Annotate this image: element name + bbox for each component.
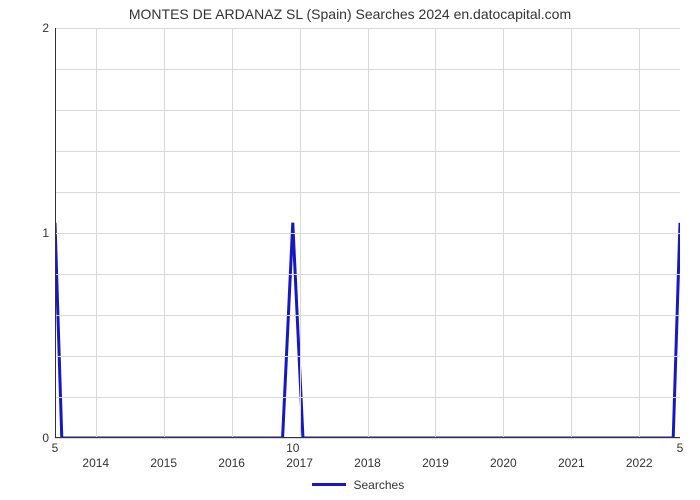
v-gridline <box>435 28 436 438</box>
point-label: 10 <box>278 441 308 455</box>
v-gridline <box>503 28 504 438</box>
x-axis-line <box>55 437 680 438</box>
x-tick-label: 2016 <box>207 456 257 470</box>
x-tick-label: 2018 <box>343 456 393 470</box>
point-label: 5 <box>40 441 70 455</box>
point-label: 5 <box>665 441 695 455</box>
v-gridline <box>368 28 369 438</box>
chart-title: MONTES DE ARDANAZ SL (Spain) Searches 20… <box>0 6 700 22</box>
x-tick-label: 2014 <box>71 456 121 470</box>
y-tick-label: 2 <box>19 21 49 35</box>
y-axis-line <box>55 28 56 438</box>
v-gridline <box>639 28 640 438</box>
v-gridline <box>571 28 572 438</box>
x-tick-label: 2019 <box>410 456 460 470</box>
h-gridline <box>55 438 680 439</box>
x-tick-label: 2021 <box>546 456 596 470</box>
v-gridline <box>164 28 165 438</box>
chart-container: MONTES DE ARDANAZ SL (Spain) Searches 20… <box>0 0 700 500</box>
x-tick-label: 2017 <box>275 456 325 470</box>
x-tick-label: 2020 <box>478 456 528 470</box>
x-tick-label: 2015 <box>139 456 189 470</box>
v-gridline <box>232 28 233 438</box>
x-tick-label: 2022 <box>614 456 664 470</box>
legend-label: Searches <box>354 478 405 492</box>
plot-area <box>55 28 680 438</box>
v-gridline <box>300 28 301 438</box>
v-gridline <box>96 28 97 438</box>
y-tick-label: 1 <box>19 226 49 240</box>
legend-mark <box>312 483 346 486</box>
